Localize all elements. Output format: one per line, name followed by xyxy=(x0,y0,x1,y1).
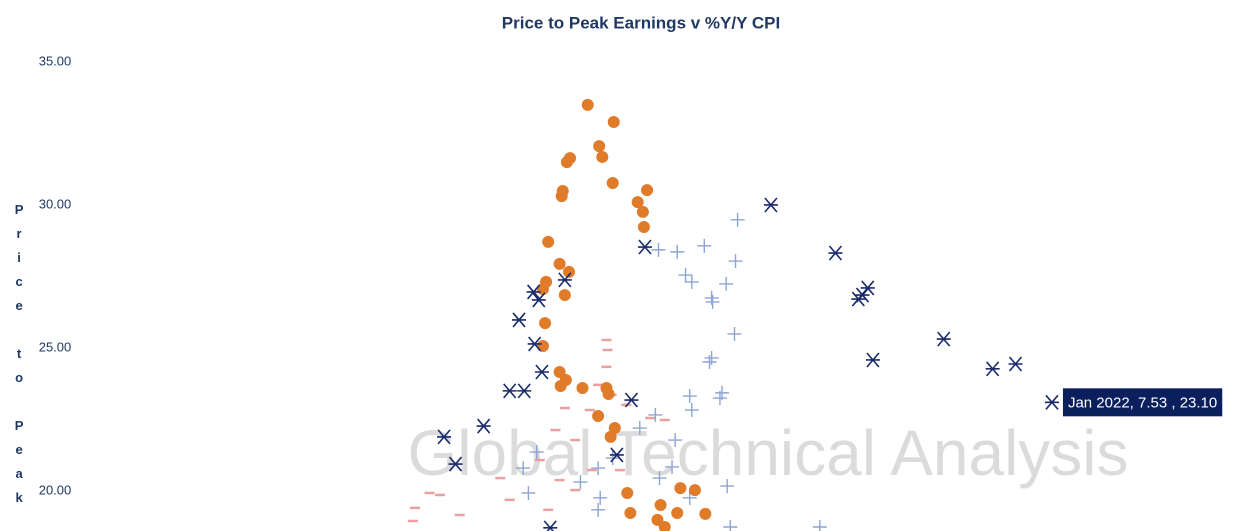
point xyxy=(728,254,743,269)
point xyxy=(534,364,549,380)
point xyxy=(654,498,667,511)
point xyxy=(637,239,652,255)
point xyxy=(602,388,615,401)
point xyxy=(512,312,527,328)
point xyxy=(632,421,647,436)
y-tick-label: 35.00 xyxy=(39,53,72,68)
point xyxy=(576,382,589,395)
point xyxy=(671,506,684,519)
point xyxy=(557,272,572,288)
point xyxy=(985,361,1000,377)
point xyxy=(712,391,727,406)
point xyxy=(665,459,680,474)
point xyxy=(536,339,549,352)
point xyxy=(637,221,650,234)
point xyxy=(517,383,532,399)
watermark: Global Technical Analysis xyxy=(408,417,1129,489)
point xyxy=(593,490,608,505)
point xyxy=(812,519,827,531)
point xyxy=(705,294,720,309)
point xyxy=(727,326,742,341)
point xyxy=(607,116,620,129)
point xyxy=(502,383,517,399)
y-axis-label: Price to Peak xyxy=(12,202,27,514)
point xyxy=(699,507,712,520)
point xyxy=(730,212,745,227)
point xyxy=(936,331,951,347)
point xyxy=(636,205,649,218)
annotation-text: Jan 2022, 7.53 , 23.10 xyxy=(1068,394,1217,411)
point xyxy=(591,502,606,517)
point xyxy=(558,289,571,302)
point xyxy=(684,274,699,289)
point xyxy=(723,519,738,531)
point xyxy=(702,354,717,369)
point xyxy=(624,392,639,408)
point xyxy=(591,461,606,476)
point xyxy=(763,197,778,213)
point xyxy=(554,380,567,393)
point xyxy=(553,257,566,270)
point xyxy=(674,482,687,495)
point xyxy=(682,389,697,404)
y-tick-label: 25.00 xyxy=(39,339,72,354)
point xyxy=(652,471,667,486)
point xyxy=(697,238,712,253)
point xyxy=(564,152,577,165)
point xyxy=(1008,356,1023,372)
point xyxy=(596,150,609,163)
point xyxy=(658,520,671,531)
point xyxy=(648,407,663,422)
point xyxy=(521,485,536,500)
point xyxy=(719,276,734,291)
point xyxy=(605,451,620,466)
point xyxy=(592,410,605,423)
point xyxy=(860,280,875,296)
point xyxy=(593,140,606,153)
point xyxy=(606,176,619,189)
point xyxy=(604,430,617,443)
y-tick-label: 20.00 xyxy=(39,482,72,497)
point xyxy=(668,433,683,448)
point xyxy=(527,336,542,352)
annotation: Jan 2022, 7.53 , 23.10 xyxy=(1062,388,1223,417)
point xyxy=(581,98,594,111)
point xyxy=(688,484,701,497)
point xyxy=(539,317,552,330)
point xyxy=(720,479,735,494)
point xyxy=(678,268,693,283)
point xyxy=(704,350,719,365)
point xyxy=(651,242,666,257)
point xyxy=(1044,394,1059,410)
point xyxy=(684,403,699,418)
point xyxy=(641,184,654,197)
chart-title: Price to Peak Earnings v %Y/Y CPI xyxy=(502,13,780,32)
point xyxy=(631,196,644,209)
point xyxy=(573,475,588,490)
point xyxy=(624,506,637,519)
point xyxy=(682,490,697,505)
annotation-box xyxy=(1062,388,1223,417)
point xyxy=(704,290,719,305)
point xyxy=(542,235,555,248)
point xyxy=(526,284,541,300)
point xyxy=(529,445,544,460)
point xyxy=(448,456,463,472)
point xyxy=(865,352,880,368)
point xyxy=(437,429,452,445)
point xyxy=(609,447,624,463)
point xyxy=(556,184,569,197)
point xyxy=(543,520,558,531)
point xyxy=(828,245,843,261)
point xyxy=(531,292,546,308)
point xyxy=(476,418,491,434)
point xyxy=(621,486,634,499)
point xyxy=(516,461,531,476)
point xyxy=(670,244,685,259)
y-tick-label: 30.00 xyxy=(39,196,72,211)
point xyxy=(562,265,575,278)
